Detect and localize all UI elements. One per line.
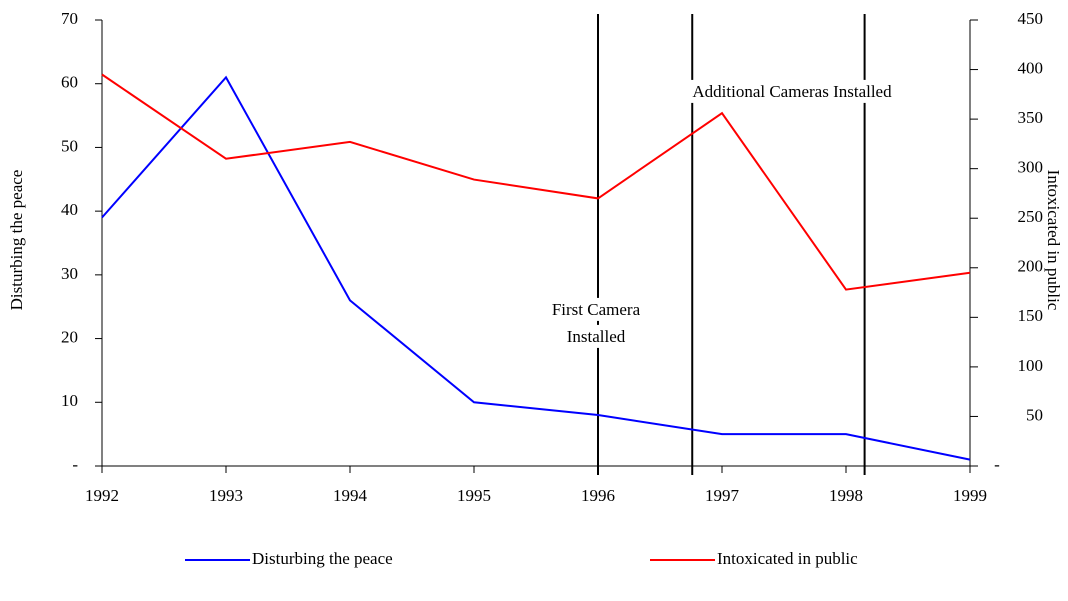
- y-tick-label: 10: [61, 391, 78, 410]
- x-tick-label: 1999: [953, 486, 987, 505]
- series-line: [101, 75, 971, 461]
- y-axis-label: Disturbing the peace: [7, 170, 26, 311]
- x-tick-label: 1993: [209, 486, 243, 505]
- x-tick-label: 1995: [457, 486, 491, 505]
- y-tick-label: 60: [61, 73, 78, 92]
- annotation-bg: [564, 324, 628, 348]
- y2-tick-label: 250: [1018, 207, 1044, 226]
- y-tick-label: 30: [61, 264, 78, 283]
- y-tick-label: -: [72, 455, 78, 474]
- y-tick-label: 20: [61, 327, 78, 346]
- y-tick-label: 40: [61, 200, 78, 219]
- annotation-bg: [549, 297, 643, 321]
- x-tick-label: 1997: [705, 486, 740, 505]
- y2-tick-label: 300: [1018, 158, 1044, 177]
- y-tick-label: 70: [61, 9, 78, 28]
- y2-tick-label: 450: [1018, 9, 1044, 28]
- y2-tick-label: 100: [1018, 356, 1044, 375]
- y-tick-label: 50: [61, 136, 78, 155]
- annotation-text: First Camera: [552, 300, 641, 319]
- x-tick-label: 1992: [85, 486, 119, 505]
- y2-tick-label: 400: [1018, 58, 1044, 77]
- y2-tick-label: 350: [1018, 108, 1044, 127]
- annotation-bg: [690, 79, 895, 103]
- y2-tick-label: 150: [1018, 306, 1044, 325]
- legend-label: Disturbing the peace: [252, 549, 393, 568]
- x-tick-label: 1998: [829, 486, 863, 505]
- x-tick-label: 1996: [581, 486, 615, 505]
- y2-tick-label: -: [994, 455, 1000, 474]
- y2-tick-label: 50: [1026, 405, 1043, 424]
- legend-label: Intoxicated in public: [717, 549, 858, 568]
- x-tick-label: 1994: [333, 486, 368, 505]
- annotation-text: Installed: [567, 327, 626, 346]
- annotation-text: Additional Cameras Installed: [692, 82, 892, 101]
- y2-tick-label: 200: [1018, 257, 1044, 276]
- y2-axis-label: Intoxicated in public: [1044, 170, 1063, 311]
- series-line: [101, 73, 971, 291]
